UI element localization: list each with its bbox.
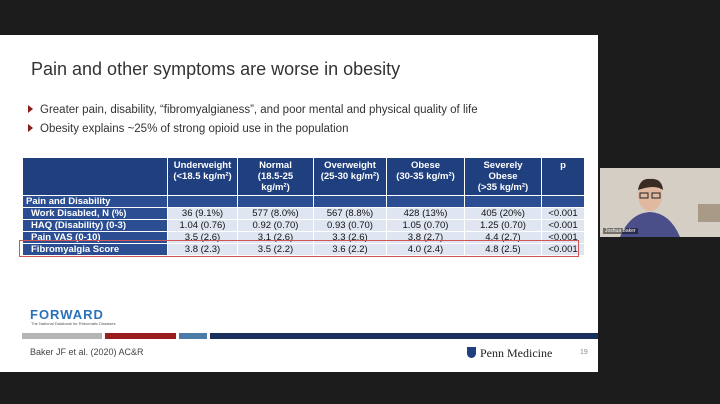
section-cell (313, 195, 387, 208)
citation: Baker JF et al. (2020) AC&R (30, 347, 144, 357)
logo: FORWARD (30, 307, 104, 322)
face (638, 181, 662, 211)
header-line: Severely (483, 160, 523, 171)
cell: 3.6 (2.2) (313, 243, 387, 256)
cell: 36 (9.1%) (167, 207, 238, 220)
frame (698, 204, 720, 222)
glasses (651, 192, 661, 199)
header-line: Normal (259, 160, 292, 171)
logo-subtitle: The National Databank for Rheumatic Dise… (31, 321, 116, 326)
cell: <0.001 (541, 243, 585, 256)
participant-name: Joshua Baker (603, 228, 638, 234)
header-line: (25-30 kg/m²) (320, 171, 380, 182)
webcam-scene (600, 168, 720, 237)
section-cell (464, 195, 542, 208)
header-line: p (560, 160, 566, 171)
cell: <0.001 (541, 219, 585, 232)
header-cell: Severely Obese (>35 kg/m²) (464, 157, 542, 196)
header-cell: Underweight (<18.5 kg/m²) (167, 157, 238, 196)
header-line: (<18.5 kg/m²) (173, 171, 232, 182)
section-row: Pain and Disability (22, 195, 585, 208)
section-label: Pain and Disability (22, 195, 168, 208)
header-line: Overweight (324, 160, 376, 171)
footer-bar (22, 333, 102, 339)
cell: 4.8 (2.5) (464, 243, 542, 256)
header-cell (22, 157, 168, 196)
cell: 577 (8.0%) (237, 207, 314, 220)
cell: 1.04 (0.76) (167, 219, 238, 232)
row-label: Work Disabled, N (%) (22, 207, 168, 220)
page-number: 19 (580, 349, 588, 356)
cell: 0.92 (0.70) (237, 219, 314, 232)
header-line: Obese (488, 171, 518, 182)
webcam-video: Joshua Baker (600, 168, 720, 237)
brand: Penn Medicine (480, 346, 553, 360)
row-label: HAQ (Disability) (0-3) (22, 219, 168, 232)
bullet: Obesity explains ~25% of strong opioid u… (28, 123, 348, 135)
cell: 405 (20%) (464, 207, 542, 220)
slide-title: Pain and other symptoms are worse in obe… (31, 59, 401, 79)
row-label: Fibromyalgia Score (22, 243, 168, 256)
glasses (639, 192, 649, 199)
section-cell (386, 195, 465, 208)
header-line: (30-35 kg/m²) (396, 171, 455, 182)
header-cell: Overweight (25-30 kg/m²) (313, 157, 387, 196)
section-cell (541, 195, 585, 208)
header-line: kg/m²) (261, 182, 290, 193)
hair (638, 178, 663, 190)
section-cell (167, 195, 238, 208)
header-cell: p (541, 157, 585, 196)
footer-bar (105, 333, 176, 339)
slide: Pain and other symptoms are worse in obe… (0, 35, 598, 372)
data-row: HAQ (Disability) (0-3) 1.04 (0.76) 0.92 (0… (22, 219, 585, 232)
header-line: (>35 kg/m²) (477, 182, 529, 193)
cell: 3.5 (2.2) (237, 243, 314, 256)
section-cell (237, 195, 314, 208)
cell: 0.93 (0.70) (313, 219, 387, 232)
cell: 428 (13%) (386, 207, 465, 220)
header-line: (18.5-25 (257, 171, 294, 182)
header-cell: Obese (30-35 kg/m²) (386, 157, 465, 196)
data-row: Fibromyalgia Score 3.8 (2.3) 3.5 (2.2) 3.6 … (22, 243, 585, 256)
brand-shield (467, 347, 476, 358)
header-line: Underweight (173, 160, 232, 171)
cell: 4.0 (2.4) (386, 243, 465, 256)
footer-bar (179, 333, 207, 339)
header-cell: Normal (18.5-25 kg/m²) (237, 157, 314, 196)
header-line: Obese (410, 160, 441, 171)
shirt (620, 212, 680, 237)
data-row: Work Disabled, N (%) 36 (9.1%) 577 (8.0%) 5… (22, 207, 585, 220)
highlight-box (19, 240, 579, 257)
bullet: Greater pain, disability, “fibromyalgian… (28, 104, 478, 116)
header-row: Underweight (<18.5 kg/m²) Normal (18.5-25 kg… (22, 157, 585, 196)
cell: 3.8 (2.3) (167, 243, 238, 256)
cell: 1.05 (0.70) (386, 219, 465, 232)
cell: <0.001 (541, 207, 585, 220)
cell: 567 (8.8%) (313, 207, 387, 220)
footer-bar (210, 333, 598, 339)
cell: 1.25 (0.70) (464, 219, 542, 232)
